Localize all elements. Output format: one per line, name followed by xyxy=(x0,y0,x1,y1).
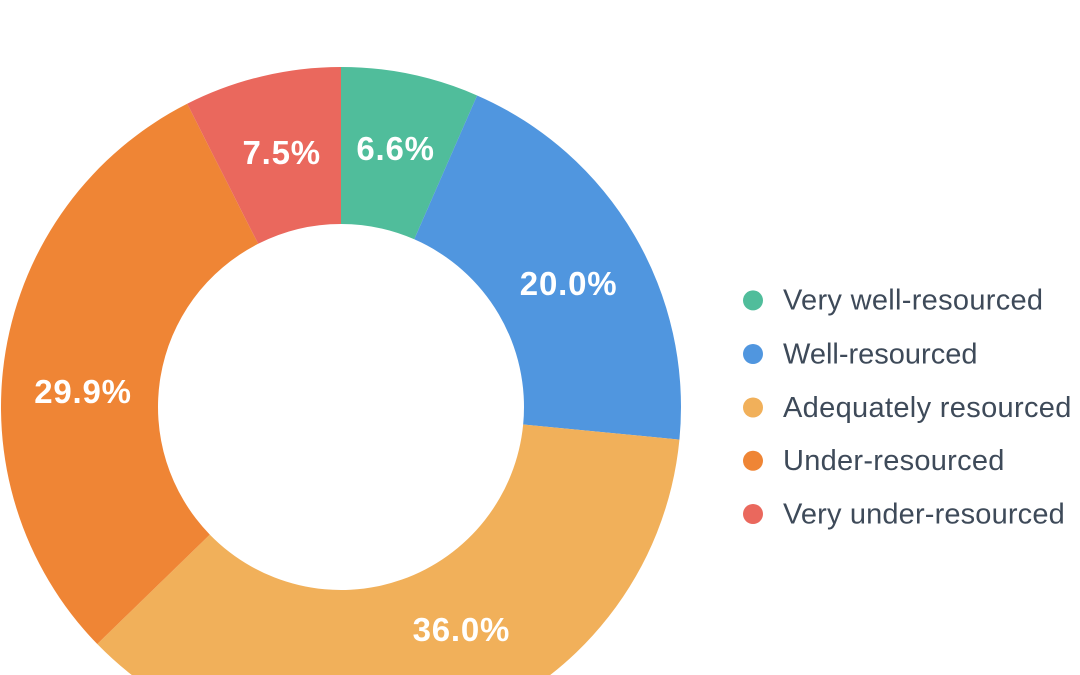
svg-text:Very under-resourced: Very under-resourced xyxy=(783,498,1065,530)
svg-text:36.0%: 36.0% xyxy=(413,611,511,648)
svg-text:Under-resourced: Under-resourced xyxy=(783,445,1005,477)
svg-text:Well-resourced: Well-resourced xyxy=(783,338,977,370)
svg-text:6.6%: 6.6% xyxy=(356,130,434,167)
svg-text:20.0%: 20.0% xyxy=(520,265,618,302)
svg-text:Very well-resourced: Very well-resourced xyxy=(783,285,1043,317)
svg-text:29.9%: 29.9% xyxy=(34,373,132,410)
svg-text:Adequately resourced: Adequately resourced xyxy=(783,392,1072,424)
svg-text:7.5%: 7.5% xyxy=(242,134,320,171)
